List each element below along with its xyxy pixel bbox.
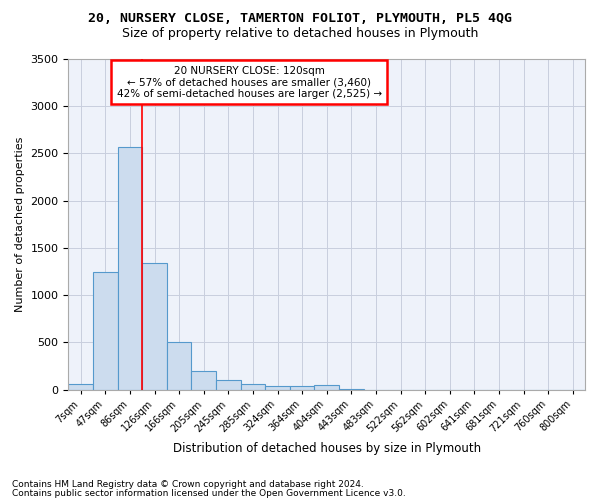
Text: Contains public sector information licensed under the Open Government Licence v3: Contains public sector information licen…: [12, 488, 406, 498]
Bar: [167, 342, 191, 390]
Bar: [191, 371, 216, 390]
Bar: [314, 385, 339, 390]
X-axis label: Distribution of detached houses by size in Plymouth: Distribution of detached houses by size …: [173, 442, 481, 455]
Y-axis label: Number of detached properties: Number of detached properties: [15, 136, 25, 312]
Bar: [216, 380, 241, 390]
Bar: [93, 272, 118, 390]
Text: 20 NURSERY CLOSE: 120sqm
← 57% of detached houses are smaller (3,460)
42% of sem: 20 NURSERY CLOSE: 120sqm ← 57% of detach…: [116, 66, 382, 99]
Text: 20, NURSERY CLOSE, TAMERTON FOLIOT, PLYMOUTH, PL5 4QG: 20, NURSERY CLOSE, TAMERTON FOLIOT, PLYM…: [88, 12, 512, 26]
Bar: [241, 384, 265, 390]
Bar: [68, 384, 93, 390]
Bar: [290, 386, 314, 390]
Text: Contains HM Land Registry data © Crown copyright and database right 2024.: Contains HM Land Registry data © Crown c…: [12, 480, 364, 489]
Bar: [118, 147, 142, 390]
Bar: [142, 263, 167, 390]
Text: Size of property relative to detached houses in Plymouth: Size of property relative to detached ho…: [122, 28, 478, 40]
Bar: [265, 386, 290, 390]
